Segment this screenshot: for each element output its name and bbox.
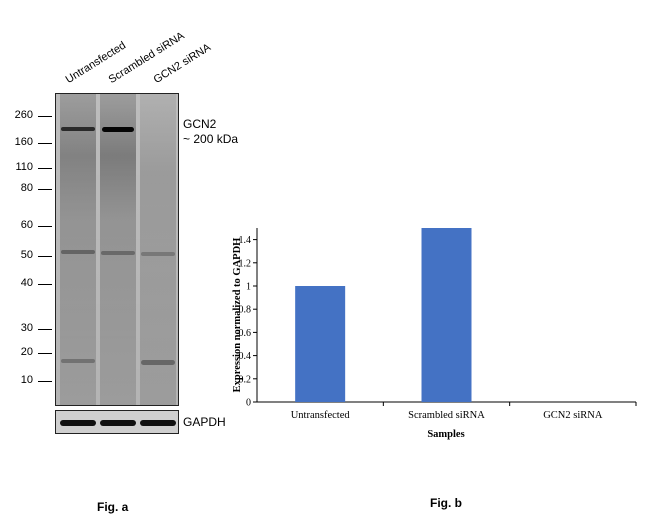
target-size-label: ~ 200 kDa <box>183 132 239 146</box>
mw-marker-60: 60 <box>20 219 33 231</box>
figure-b-caption: Fig. b <box>430 496 462 510</box>
figure-a-caption: Fig. a <box>97 500 129 514</box>
mw-tick <box>38 329 52 330</box>
mw-tick <box>38 226 52 227</box>
gapdh-band <box>100 420 136 426</box>
mw-tick <box>38 256 52 257</box>
y-tick-label: 1.4 <box>239 235 252 246</box>
blot-gapdh-panel <box>55 410 179 434</box>
y-tick-label: 0.2 <box>239 374 252 385</box>
nonspecific-band <box>61 250 95 254</box>
mw-marker-160: 160 <box>14 136 33 148</box>
mw-tick <box>38 381 52 382</box>
nonspecific-band <box>141 252 175 256</box>
blot-main-panel <box>55 93 179 406</box>
x-tick-label: GCN2 siRNA <box>543 410 603 421</box>
mw-tick <box>38 284 52 285</box>
target-protein-label: GCN2 <box>183 117 217 131</box>
gapdh-band <box>140 420 176 426</box>
x-axis-title: Samples <box>427 429 464 440</box>
bar <box>421 228 472 402</box>
lane-smear <box>140 94 176 405</box>
mw-marker-50: 50 <box>20 249 33 261</box>
mw-marker-10: 10 <box>20 374 33 386</box>
gcn2-band-scrambled <box>102 127 134 132</box>
mw-tick <box>38 116 52 117</box>
gapdh-band <box>60 420 96 426</box>
mw-tick <box>38 168 52 169</box>
y-tick-label: 1.2 <box>239 258 252 269</box>
nonspecific-band <box>101 251 135 255</box>
mw-tick <box>38 189 52 190</box>
x-tick-label: Scrambled siRNA <box>408 410 485 421</box>
loading-control-label: GAPDH <box>183 415 226 429</box>
y-tick-label: 0.4 <box>239 351 252 362</box>
x-tick-label: Untransfected <box>291 410 351 421</box>
mw-marker-30: 30 <box>20 322 33 334</box>
y-tick-label: 1 <box>246 282 251 293</box>
mw-tick <box>38 143 52 144</box>
y-tick-label: 0.8 <box>239 305 252 316</box>
mw-marker-260: 260 <box>14 109 33 121</box>
nonspecific-band <box>141 360 175 365</box>
lane-smear <box>60 94 96 405</box>
mw-marker-80: 80 <box>20 182 33 194</box>
mw-marker-40: 40 <box>20 277 33 289</box>
bar <box>295 286 346 402</box>
nonspecific-band <box>61 359 95 363</box>
lane-smear <box>100 94 136 405</box>
y-axis-title: Expression normalized to GAPDH <box>232 238 243 393</box>
gcn2-band-untransfected <box>61 127 95 131</box>
mw-marker-110: 110 <box>15 161 33 173</box>
y-tick-label: 0 <box>246 398 251 409</box>
mw-tick <box>38 353 52 354</box>
y-tick-label: 0.6 <box>239 328 252 339</box>
mw-marker-20: 20 <box>20 346 33 358</box>
